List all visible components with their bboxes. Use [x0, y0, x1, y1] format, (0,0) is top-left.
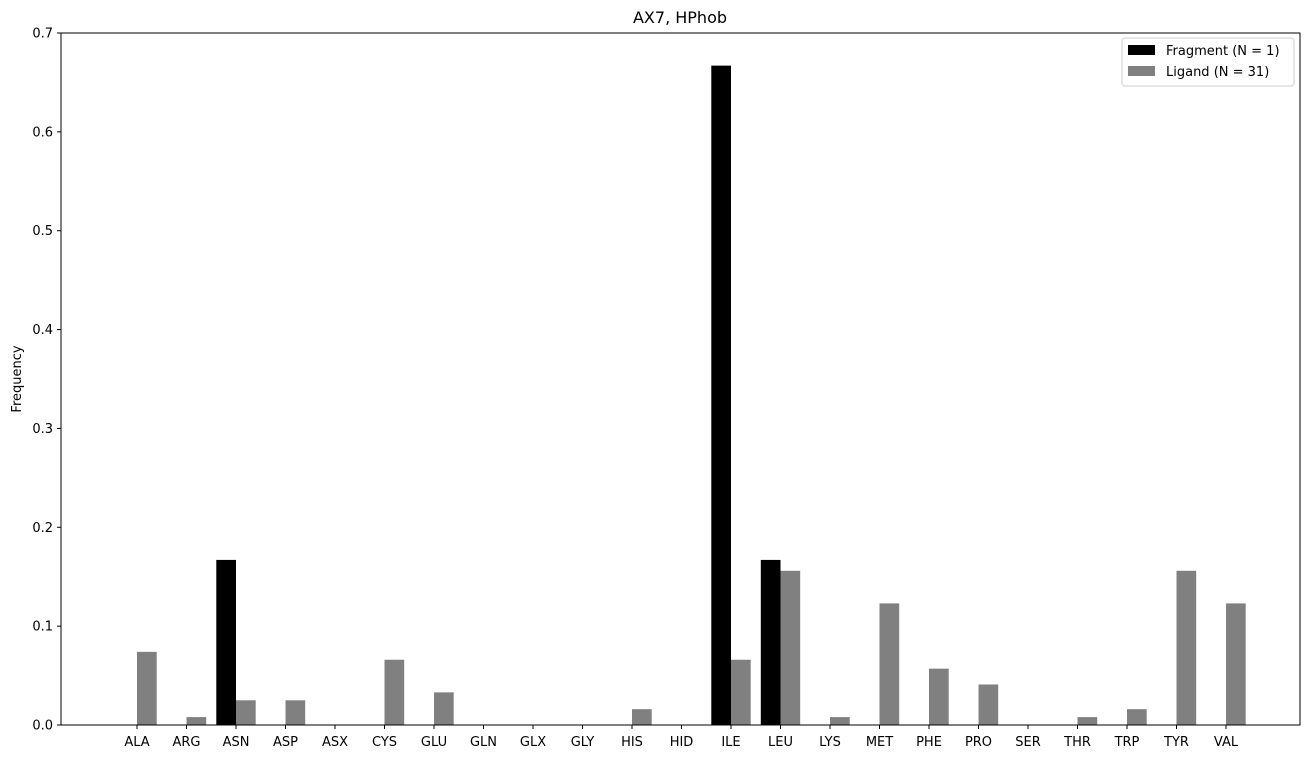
y-tick-label: 0.3	[32, 422, 53, 437]
x-tick-label-leu: LEU	[768, 735, 793, 750]
ligand-bar-trp	[1127, 709, 1147, 725]
x-tick-label-phe: PHE	[916, 735, 942, 750]
ligand-legend-swatch	[1128, 66, 1155, 76]
ligand-bar-thr	[1077, 717, 1098, 725]
ligand-bar-phe	[929, 668, 949, 725]
plot-frame	[60, 32, 1301, 726]
x-tick-label-glu: GLU	[421, 735, 447, 750]
y-tick-label: 0.0	[32, 719, 53, 734]
x-tick-label-gln: GLN	[470, 735, 497, 750]
ligand-bar-asp	[285, 700, 306, 725]
legend-box	[1121, 37, 1295, 87]
x-tick-label-val: VAL	[1214, 735, 1239, 750]
x-tick-label-lys: LYS	[819, 735, 841, 750]
x-tick-label-his: HIS	[621, 735, 643, 750]
chart-title: AX7, HPhob	[633, 8, 727, 27]
ligand-bar-cys	[384, 659, 405, 725]
y-tick-label: 0.5	[32, 224, 53, 239]
x-tick-label-pro: PRO	[965, 735, 992, 750]
ligand-bar-lys	[830, 717, 850, 725]
x-tick-label-ile: ILE	[721, 735, 740, 750]
ligand-legend-label: Ligand (N = 31)	[1166, 65, 1269, 80]
x-tick-label-met: MET	[866, 735, 893, 750]
x-tick-label-gly: GLY	[571, 735, 595, 750]
x-tick-label-asx: ASX	[322, 735, 348, 750]
x-tick-label-glx: GLX	[520, 735, 546, 750]
x-tick-label-asn: ASN	[223, 735, 250, 750]
ligand-bar-met	[879, 603, 900, 725]
ligand-bar-leu	[780, 570, 801, 725]
y-tick-label: 0.7	[32, 27, 53, 42]
fragment-bar-asn	[216, 559, 236, 725]
x-axis: ALA ARG ASN ASP ASX CYS GLU GLN GLX GLY HIS HID ILE L…	[124, 725, 1239, 750]
ligand-bar-val	[1226, 603, 1246, 725]
x-tick-label-thr: THR	[1063, 735, 1091, 750]
fragment-legend-swatch	[1128, 45, 1155, 55]
fragment-bar-leu	[760, 559, 781, 725]
plot-area	[61, 33, 1300, 725]
ligand-bar-his	[632, 709, 652, 725]
x-tick-label-arg: ARG	[173, 735, 201, 750]
y-tick-label: 0.1	[32, 620, 53, 635]
ligand-bar-ile	[731, 659, 751, 725]
y-tick-label: 0.6	[32, 125, 53, 140]
y-axis-label: Frequency	[10, 345, 25, 412]
fragment-legend-label: Fragment (N = 1)	[1166, 44, 1280, 59]
y-axis: 0.0 0.1 0.2 0.3 0.4 0.5 0.6 0.7	[32, 27, 61, 734]
x-tick-label-tyr: TYR	[1163, 735, 1189, 750]
x-tick-label-cys: CYS	[372, 735, 397, 750]
x-tick-label-asp: ASP	[273, 735, 298, 750]
ligand-bar-pro	[978, 684, 999, 725]
y-tick-label: 0.4	[32, 323, 53, 338]
x-tick-label-hid: HID	[670, 735, 694, 750]
x-tick-label-ala: ALA	[124, 735, 149, 750]
ligand-bar-arg	[186, 717, 207, 725]
x-tick-label-trp: TRP	[1114, 735, 1140, 750]
y-tick-label: 0.2	[32, 521, 53, 536]
ligand-bar-asn	[236, 700, 256, 725]
bars-layer	[137, 65, 1246, 726]
legend: Fragment (N = 1) Ligand (N = 31)	[1121, 37, 1295, 87]
ligand-bar-glu	[434, 692, 454, 725]
ligand-bar-tyr	[1176, 570, 1197, 725]
fragment-bar-ile	[711, 65, 731, 726]
ligand-bar-ala	[137, 651, 157, 725]
x-tick-label-ser: SER	[1015, 735, 1041, 750]
